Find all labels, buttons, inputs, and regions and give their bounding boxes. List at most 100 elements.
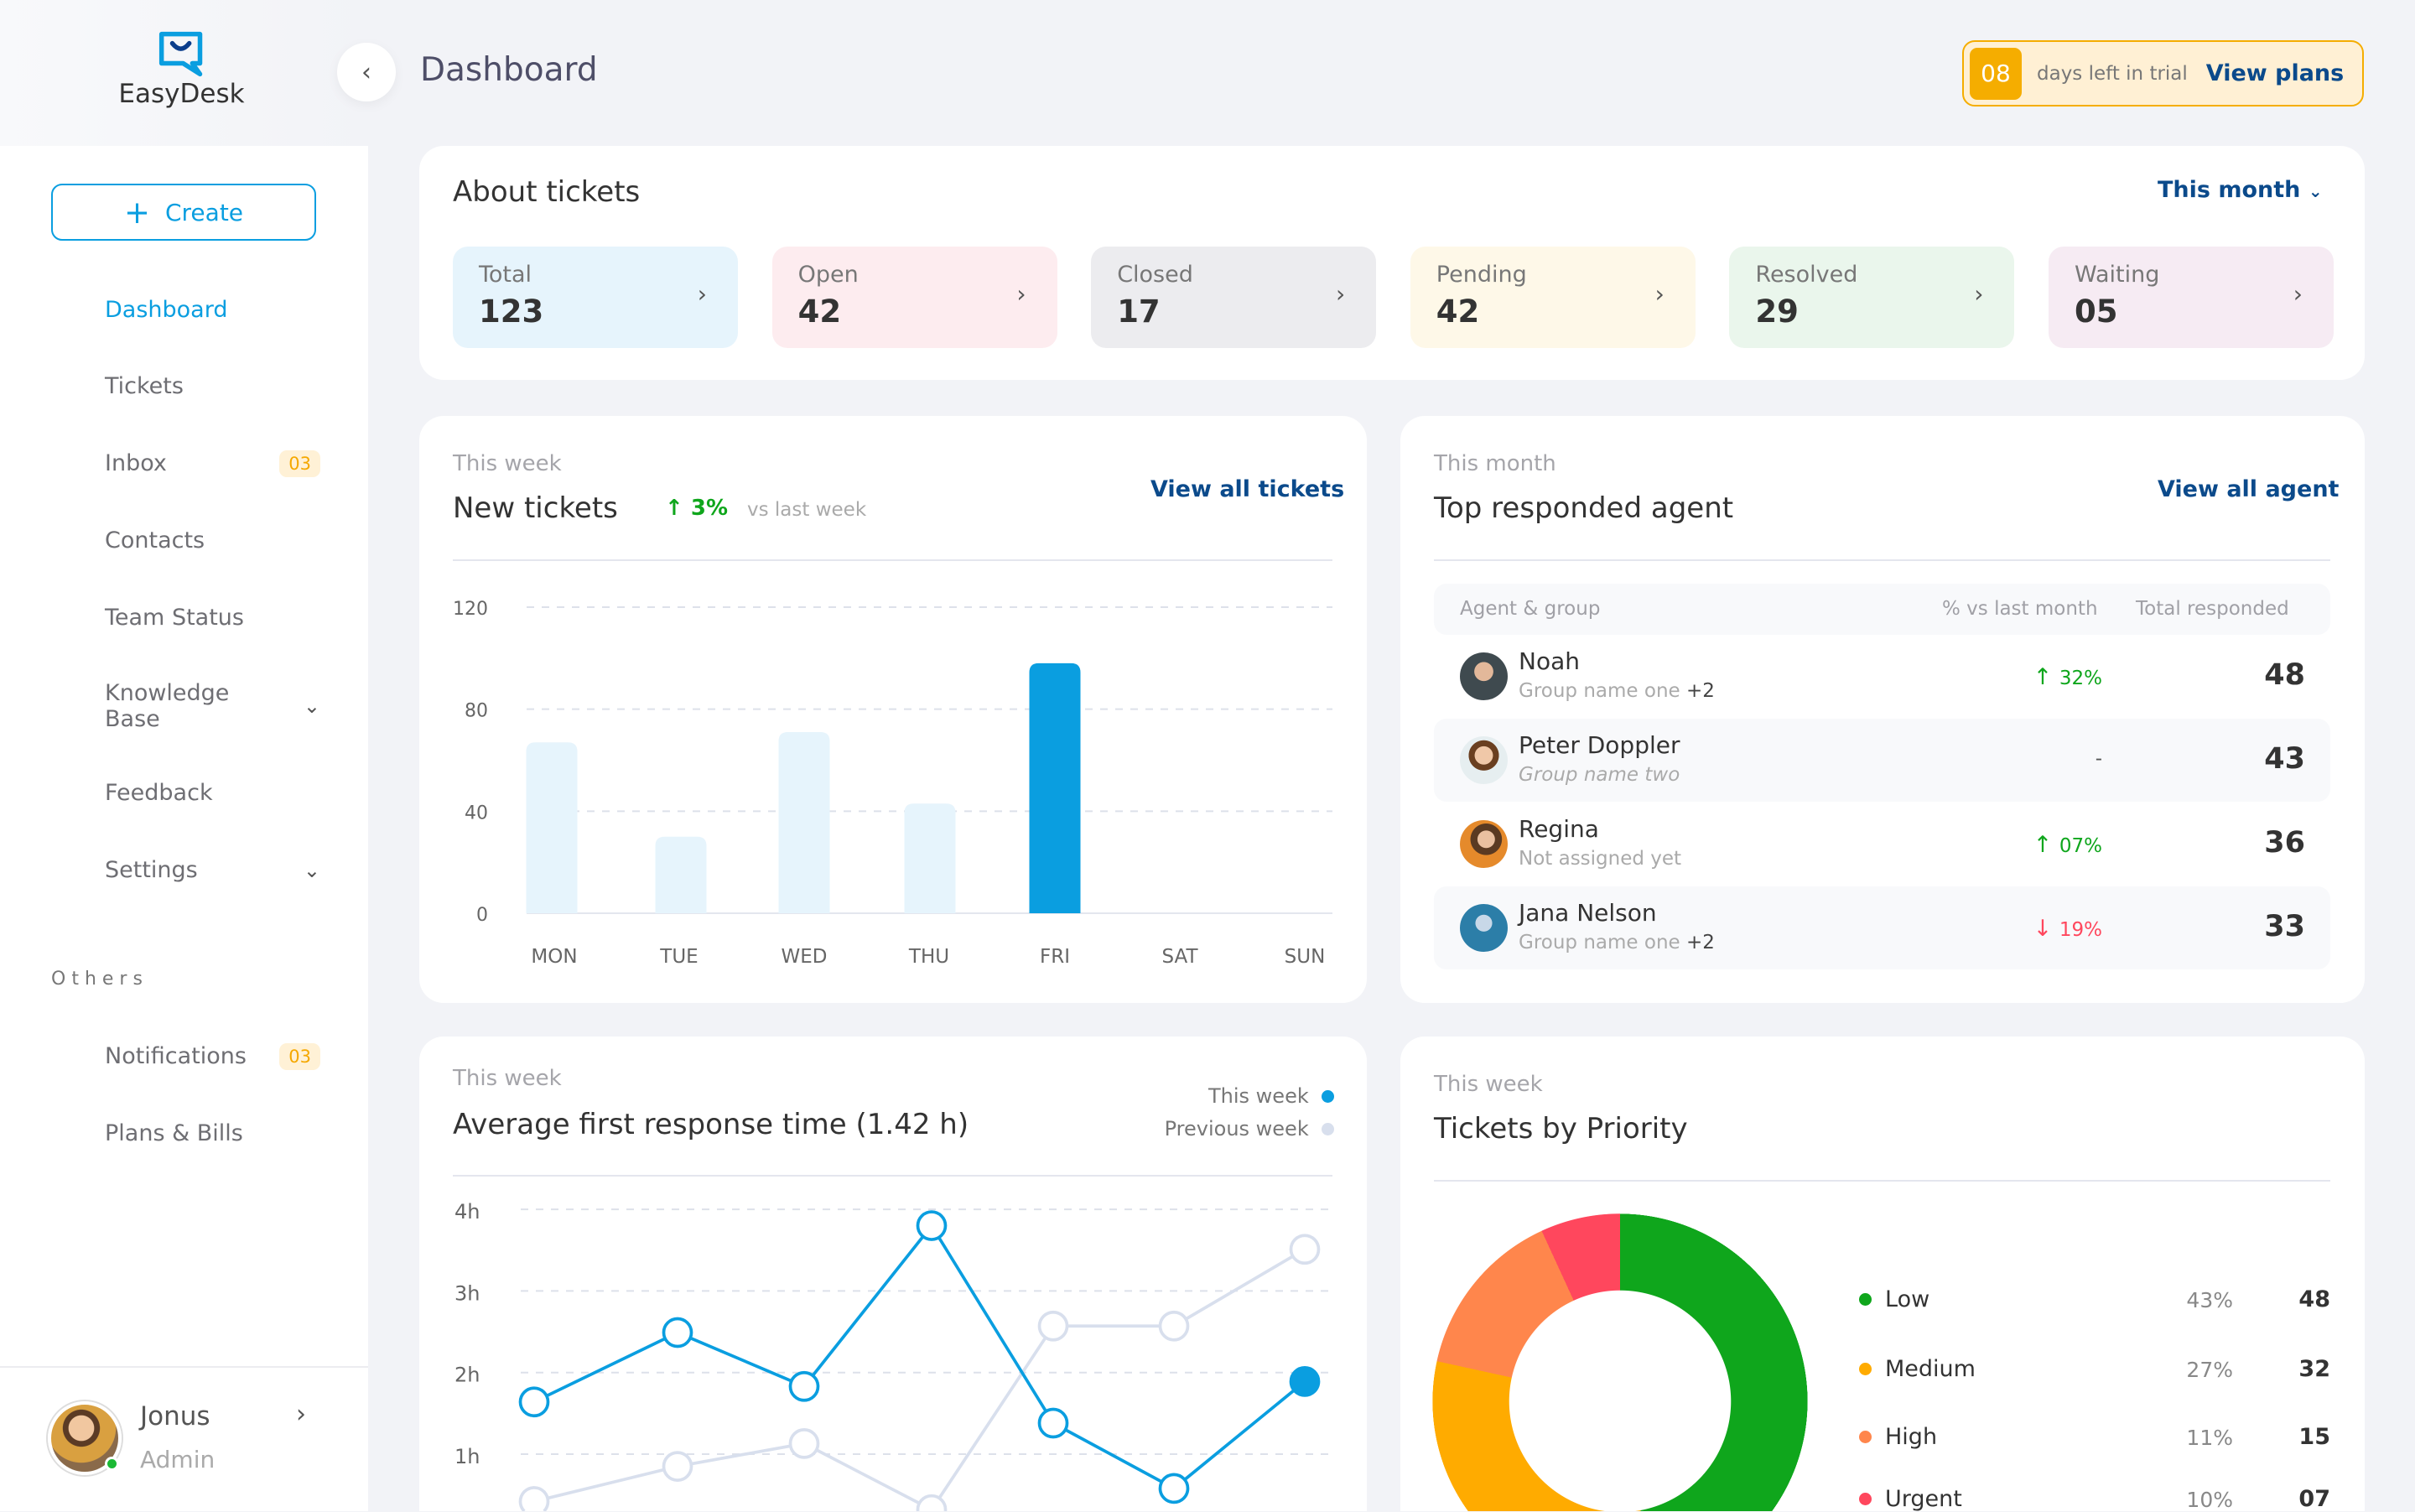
legend-swatch: [1322, 1090, 1334, 1103]
sidebar-item-label: Tickets: [105, 373, 184, 399]
divider: [0, 1366, 368, 1368]
chevron-right-icon: ›: [1335, 280, 1346, 308]
priority-period: This week: [1434, 1072, 1543, 1097]
view-plans-link[interactable]: View plans: [2205, 60, 2345, 86]
count-badge: 03: [279, 449, 320, 477]
change-value: 19%: [2059, 919, 2102, 942]
priority-percent: 43%: [2186, 1288, 2233, 1312]
extra-groups-count: +2: [1685, 932, 1715, 954]
priority-legend-item: Medium 27% 32: [1859, 1356, 2330, 1382]
priority-percent: 10%: [2186, 1488, 2233, 1512]
change-value: -: [2095, 748, 2102, 771]
top-agent-period: This month: [1434, 451, 1556, 476]
stat-tile-pending[interactable]: Pending 42 ›: [1410, 247, 1696, 348]
divider: [1434, 559, 2330, 561]
arrow-up-icon: ↑: [2033, 664, 2059, 690]
change-note: vs last week: [747, 499, 867, 521]
legend-previous-week: Previous week: [1078, 1117, 1334, 1140]
easydesk-logo-icon: [158, 31, 203, 77]
sidebar-item-dashboard[interactable]: Dashboard: [51, 287, 320, 333]
agent-row[interactable]: Regina Not assigned yet ↑ 07% 36: [1434, 803, 2330, 886]
view-all-agent-link[interactable]: View all agent: [2158, 476, 2340, 502]
user-role: Admin: [140, 1446, 216, 1473]
chevron-right-icon: ›: [1974, 280, 1984, 308]
sidebar-item-label: Settings: [105, 857, 198, 883]
bell-icon: [51, 1039, 86, 1074]
new-tickets-period: This week: [453, 451, 562, 476]
priority-legend-item: Urgent 10% 07: [1859, 1486, 2330, 1512]
sidebar-item-settings[interactable]: Settings ⌄: [51, 847, 320, 893]
agent-total: 36: [2264, 826, 2305, 860]
feedback-icon: [51, 776, 86, 811]
sidebar-item-plans-bills[interactable]: Plans & Bills: [51, 1110, 320, 1156]
sidebar-item-notifications[interactable]: Notifications 03: [51, 1033, 320, 1079]
legend-label: Previous week: [1164, 1117, 1309, 1140]
sidebar-item-contacts[interactable]: Contacts: [51, 517, 320, 564]
agent-avatar: [1460, 736, 1508, 785]
sidebar-item-feedback[interactable]: Feedback: [51, 770, 320, 816]
trial-text: days left in trial: [2037, 62, 2188, 85]
stat-label: Total: [479, 262, 532, 288]
priority-count: 15: [2298, 1424, 2330, 1450]
page-title: Dashboard: [420, 51, 598, 89]
about-tickets-title: About tickets: [453, 175, 641, 209]
new-tickets-change: ↑ 3%: [665, 496, 728, 521]
plus-icon: +: [123, 194, 150, 231]
user-avatar[interactable]: [48, 1401, 122, 1475]
collapse-sidebar-button[interactable]: ‹: [337, 43, 396, 101]
stat-value: 42: [1436, 294, 1480, 330]
priority-label: Urgent: [1885, 1486, 1962, 1512]
group-name: Group name one: [1519, 680, 1680, 702]
sidebar-item-label: Contacts: [105, 527, 205, 553]
trial-banner: 08 days left in trial View plans: [1962, 40, 2364, 107]
stat-label: Waiting: [2075, 262, 2160, 288]
chevron-down-icon[interactable]: ⌄: [303, 694, 320, 718]
stat-label: Resolved: [1755, 262, 1858, 288]
priority-label: Low: [1885, 1286, 1930, 1312]
agent-change: ↓ 19%: [1918, 916, 2102, 942]
legend-swatch: [1859, 1493, 1872, 1505]
sidebar-item-tickets[interactable]: Tickets: [51, 363, 320, 409]
priority-count: 32: [2298, 1356, 2330, 1382]
sidebar-item-knowledge-base[interactable]: Knowledge Base ⌄: [51, 680, 320, 732]
priority-count: 48: [2298, 1286, 2330, 1312]
view-all-tickets-link[interactable]: View all tickets: [1150, 476, 1345, 502]
response-title: Average first response time (1.42 h): [453, 1108, 969, 1141]
wallet-icon: [51, 1116, 86, 1151]
agent-group: Group name two: [1519, 764, 1680, 786]
period-filter-dropdown[interactable]: This month ⌄: [2158, 177, 2323, 203]
chevron-down-icon[interactable]: ⌄: [303, 858, 320, 882]
top-agent-title: Top responded agent: [1434, 491, 1734, 525]
sidebar-item-inbox[interactable]: Inbox 03: [51, 440, 320, 486]
priority-legend-item: Low 43% 48: [1859, 1286, 2330, 1312]
change-value: 07%: [2059, 835, 2102, 858]
app-logo-text: EasyDesk: [118, 79, 245, 109]
legend-swatch: [1859, 1431, 1872, 1443]
sidebar: EasyDesk + Create Dashboard Tickets Inbox 03…: [0, 0, 368, 1511]
contacts-icon: [51, 523, 86, 559]
stat-tile-resolved[interactable]: Resolved 29 ›: [1729, 247, 2015, 348]
user-menu-chevron-icon[interactable]: ›: [296, 1400, 306, 1429]
agent-row[interactable]: Noah Group name one +2 ↑ 32% 48: [1434, 635, 2330, 718]
priority-percent: 11%: [2186, 1426, 2233, 1450]
donut-hole: [1432, 1213, 1808, 1511]
agent-row[interactable]: Jana Nelson Group name one +2 ↓ 19% 33: [1434, 886, 2330, 970]
sidebar-item-team-status[interactable]: Team Status: [51, 595, 320, 641]
stat-tile-open[interactable]: Open 42 ›: [771, 247, 1057, 348]
agent-row[interactable]: Peter Doppler Group name two - 43: [1434, 719, 2330, 803]
new-tickets-title: New tickets: [453, 491, 618, 525]
stat-tile-closed[interactable]: Closed 17 ›: [1091, 247, 1377, 348]
stat-tile-waiting[interactable]: Waiting 05 ›: [2049, 247, 2334, 348]
legend-this-week: This week: [1078, 1084, 1334, 1108]
book-icon: [51, 688, 86, 724]
agent-total: 33: [2264, 910, 2305, 944]
create-button[interactable]: + Create: [51, 184, 316, 241]
group-name: Not assigned yet: [1519, 848, 1682, 870]
pie-chart-icon: [51, 293, 86, 328]
stat-tile-total[interactable]: Total 123 ›: [453, 247, 738, 348]
legend-label: This week: [1208, 1084, 1309, 1108]
chevron-left-icon: ‹: [361, 57, 371, 87]
arrow-up-icon: ↑: [2033, 832, 2059, 859]
ticket-icon: [51, 369, 86, 404]
stat-label: Closed: [1117, 262, 1193, 288]
